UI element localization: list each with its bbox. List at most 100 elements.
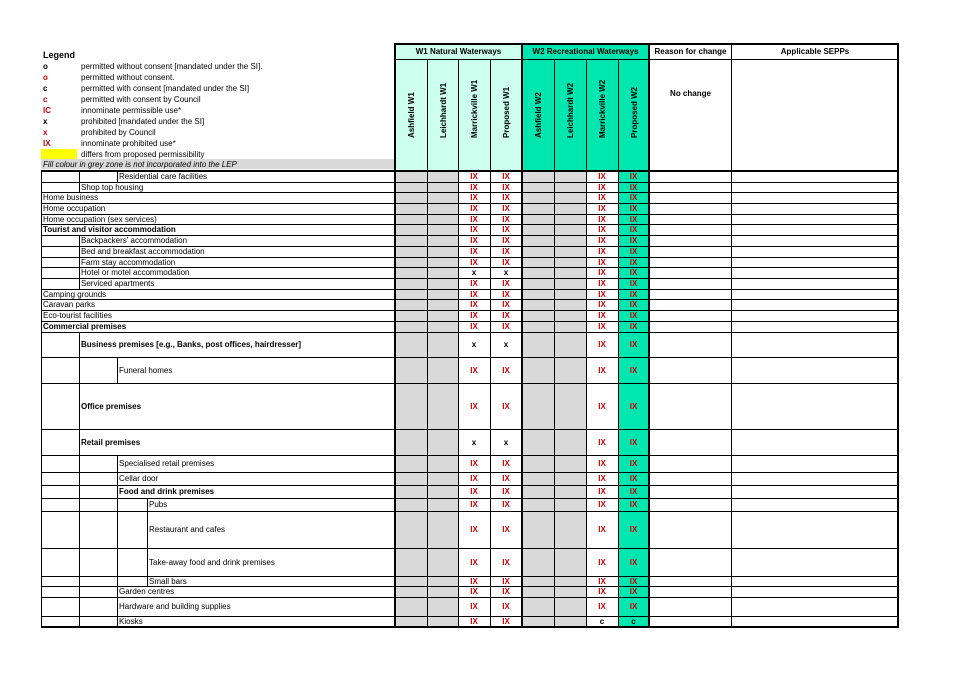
table-cell-value: IX xyxy=(470,279,478,288)
table-cell-value: IX xyxy=(629,500,638,509)
table-row-label: Specialised retail premises xyxy=(119,459,215,468)
table-row-label: Pubs xyxy=(149,500,168,509)
table-cell-value: IX xyxy=(470,525,478,534)
legend-symbol: o xyxy=(43,62,48,71)
table-row-label: Take-away food and drink premises xyxy=(149,557,275,567)
table-cell-value: IX xyxy=(470,557,478,567)
col-border xyxy=(618,59,619,627)
table-row-label: Commercial premises xyxy=(43,322,127,331)
row-line xyxy=(41,182,898,183)
table-row-label: Home occupation xyxy=(43,204,106,213)
legend-desc: prohibited [mandated under the SI] xyxy=(81,117,205,126)
column-header-label: Marrickville W1 xyxy=(470,79,479,138)
legend-symbol: IX xyxy=(43,139,51,148)
table-cell-value: IX xyxy=(470,401,478,411)
legend-desc: permitted with consent [mandated under t… xyxy=(81,84,250,93)
indent-line xyxy=(117,171,118,182)
table-cell-value: IX xyxy=(470,587,478,596)
table-row-label: Shop top housing xyxy=(81,182,144,192)
indent-line xyxy=(79,246,80,257)
header-top-line xyxy=(394,43,899,45)
table-cell-value: IX xyxy=(598,340,606,349)
table-cell-value: IX xyxy=(598,268,606,277)
table-row-label: Farm stay accommodation xyxy=(81,257,176,267)
table-cell-value: IX xyxy=(470,236,478,245)
grey-column-bg xyxy=(427,171,458,626)
table-cell-value: IX xyxy=(598,279,606,288)
table-cell-value: IX xyxy=(470,616,478,626)
table-cell-value: IX xyxy=(629,437,638,447)
table-cell-value: IX xyxy=(629,279,638,288)
table-cell-value: IX xyxy=(598,172,606,181)
table-row-label: Business premises [e.g., Banks, post off… xyxy=(81,340,302,349)
indent-line xyxy=(117,472,118,485)
table-cell-value: IX xyxy=(502,300,510,309)
table-cell-value: IX xyxy=(502,257,510,267)
legend-desc: permitted without consent. xyxy=(81,73,175,82)
indent-line xyxy=(147,498,148,511)
table-cell-value: IX xyxy=(470,487,478,496)
col-border xyxy=(648,43,650,627)
table-cell-value: IX xyxy=(598,525,606,534)
table-cell-value: IX xyxy=(502,587,510,596)
row-line xyxy=(41,485,898,486)
table-row-label: Bed and breakfast accommodation xyxy=(81,247,205,256)
indent-line xyxy=(79,278,80,289)
table-cell-value: IX xyxy=(502,576,510,586)
table-cell-value: IX xyxy=(502,525,510,534)
header-sub-line xyxy=(394,59,899,60)
indent-line xyxy=(117,498,118,511)
table-cell-value: IX xyxy=(502,602,510,611)
row-line xyxy=(41,278,898,279)
table-cell-value: IX xyxy=(502,557,510,567)
table-cell-value: IX xyxy=(598,257,606,267)
table-cell-value: IX xyxy=(629,459,638,468)
table-row-label: Residential care facilities xyxy=(119,172,208,181)
table-row-label: Cellar door xyxy=(119,474,159,483)
table-cell-value: IX xyxy=(598,587,606,596)
indent-line xyxy=(117,586,118,597)
column-header-label: Ashfield W1 xyxy=(407,92,416,138)
table-row-label: Tourist and visitor accommodation xyxy=(43,225,176,234)
row-line xyxy=(41,299,898,300)
legend-symbol: c xyxy=(43,95,48,104)
table-cell-value: IX xyxy=(502,236,510,245)
legend-symbol: x xyxy=(43,128,48,137)
table-cell-value: IX xyxy=(598,214,606,224)
table-cell-value: IX xyxy=(629,204,638,213)
table-cell-value: IX xyxy=(598,437,606,447)
table-cell-value: IX xyxy=(629,474,638,483)
indent-line xyxy=(79,429,80,455)
row-line xyxy=(41,548,898,549)
legend-grey-note: Fill colour in grey zone is not incorpor… xyxy=(43,160,237,169)
table-cell-value: x xyxy=(471,437,477,447)
table-row-label: Backpackers' accommodation xyxy=(81,236,188,245)
table-cell-value: IX xyxy=(598,576,606,586)
indent-line xyxy=(117,548,118,576)
row-line xyxy=(41,511,898,512)
indent-line xyxy=(117,511,118,548)
table-row-label: Serviced apartments xyxy=(81,279,155,288)
table-cell-value: IX xyxy=(502,204,510,213)
table-cell-value: IX xyxy=(598,247,606,256)
table-cell-value: IX xyxy=(470,474,478,483)
indent-line xyxy=(79,472,80,485)
table-cell-value: c xyxy=(599,616,605,626)
row-line xyxy=(41,383,898,384)
legend-desc: prohibited by Council xyxy=(81,128,156,137)
table-cell-value: IX xyxy=(629,182,638,192)
row-line xyxy=(41,192,898,193)
table-cell-value: IX xyxy=(470,257,478,267)
row-line xyxy=(41,357,898,358)
table-cell-value: IX xyxy=(502,500,510,509)
indent-line xyxy=(117,597,118,616)
indent-line xyxy=(117,455,118,472)
table-row-label: Home occupation (sex services) xyxy=(43,214,157,224)
table-cell-value: x xyxy=(503,268,509,277)
table-cell-value: IX xyxy=(598,365,606,375)
table-row-label: Restaurant and cafes xyxy=(149,525,226,534)
col-border xyxy=(521,43,523,627)
col-border xyxy=(554,59,555,627)
row-line xyxy=(41,310,898,311)
